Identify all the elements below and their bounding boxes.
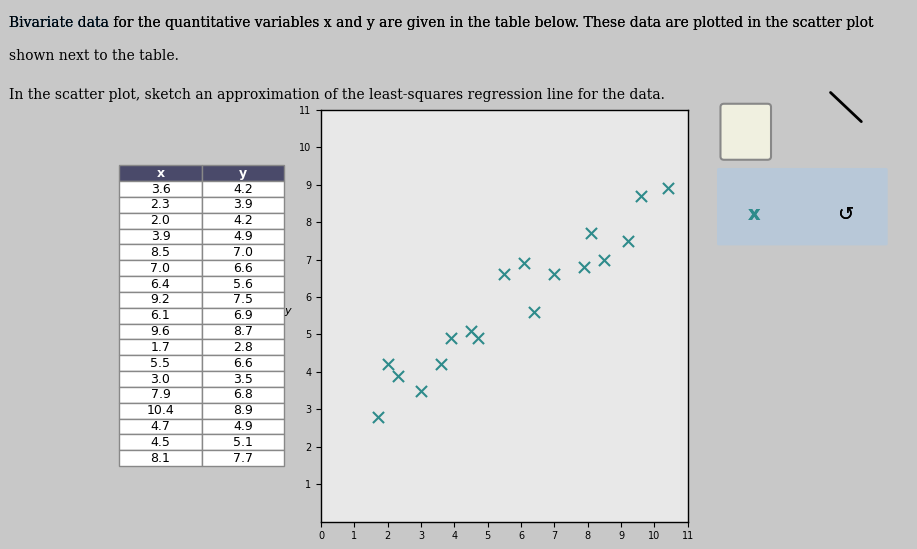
FancyBboxPatch shape bbox=[717, 168, 888, 245]
Point bbox=[414, 386, 428, 395]
Point bbox=[444, 334, 458, 343]
Text: In the scatter plot, sketch an approximation of the least-squares regression lin: In the scatter plot, sketch an approxima… bbox=[9, 88, 665, 102]
Point bbox=[634, 192, 648, 200]
Point bbox=[577, 262, 591, 271]
Point bbox=[370, 412, 385, 421]
Text: x: x bbox=[747, 205, 760, 223]
Point bbox=[381, 360, 395, 369]
Point bbox=[597, 255, 612, 264]
Point bbox=[434, 360, 448, 369]
Point bbox=[464, 326, 479, 335]
FancyBboxPatch shape bbox=[721, 104, 771, 160]
Point bbox=[547, 270, 562, 279]
Y-axis label: y: y bbox=[284, 306, 292, 316]
Text: ↺: ↺ bbox=[838, 205, 854, 223]
Point bbox=[470, 334, 485, 343]
Point bbox=[527, 307, 542, 316]
Text: Bivariate data: Bivariate data bbox=[9, 16, 109, 31]
Text: x: x bbox=[747, 205, 760, 223]
X-axis label: x: x bbox=[501, 547, 508, 549]
Text: Bivariate data for the quantitative variables x and y are given in the table bel: Bivariate data for the quantitative vari… bbox=[9, 16, 874, 31]
Point bbox=[391, 371, 405, 380]
Point bbox=[621, 237, 635, 245]
Point bbox=[660, 184, 675, 193]
Text: ↺: ↺ bbox=[838, 205, 854, 223]
Point bbox=[584, 229, 599, 238]
Point bbox=[517, 259, 532, 268]
Point bbox=[497, 270, 512, 279]
Text: Bivariate data for the quantitative variables x and y are given in the table bel: Bivariate data for the quantitative vari… bbox=[9, 16, 874, 31]
Text: shown next to the table.: shown next to the table. bbox=[9, 49, 179, 64]
